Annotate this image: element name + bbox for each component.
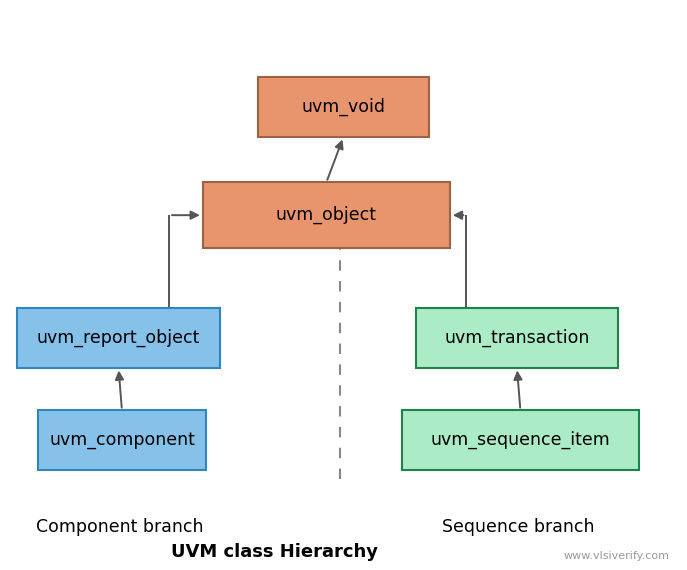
FancyBboxPatch shape	[38, 410, 206, 470]
Text: uvm_transaction: uvm_transaction	[444, 328, 589, 347]
Text: uvm_sequence_item: uvm_sequence_item	[431, 431, 610, 450]
Text: Component branch: Component branch	[36, 518, 204, 536]
FancyBboxPatch shape	[416, 308, 618, 368]
Text: UVM class Hierarchy: UVM class Hierarchy	[171, 543, 379, 561]
Text: www.vlsiverify.com: www.vlsiverify.com	[564, 551, 670, 561]
Text: uvm_void: uvm_void	[302, 97, 385, 116]
FancyBboxPatch shape	[203, 182, 450, 248]
FancyBboxPatch shape	[258, 77, 429, 137]
FancyBboxPatch shape	[402, 410, 639, 470]
Text: Sequence branch: Sequence branch	[442, 518, 595, 536]
FancyBboxPatch shape	[17, 308, 220, 368]
Text: uvm_component: uvm_component	[49, 431, 195, 449]
Text: uvm_object: uvm_object	[275, 206, 377, 225]
Text: uvm_report_object: uvm_report_object	[37, 328, 200, 347]
